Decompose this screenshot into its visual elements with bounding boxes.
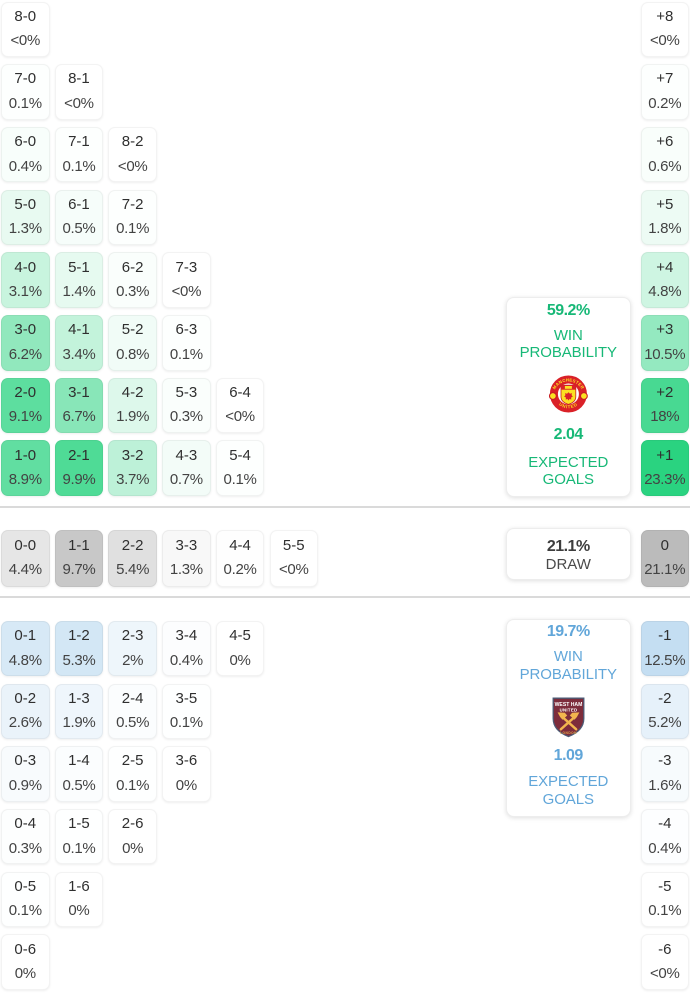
- svg-text:UNITED: UNITED: [558, 401, 578, 409]
- svg-text:LONDON: LONDON: [560, 730, 577, 734]
- svg-text:UNITED: UNITED: [559, 707, 577, 712]
- svg-text:WEST HAM: WEST HAM: [554, 702, 582, 708]
